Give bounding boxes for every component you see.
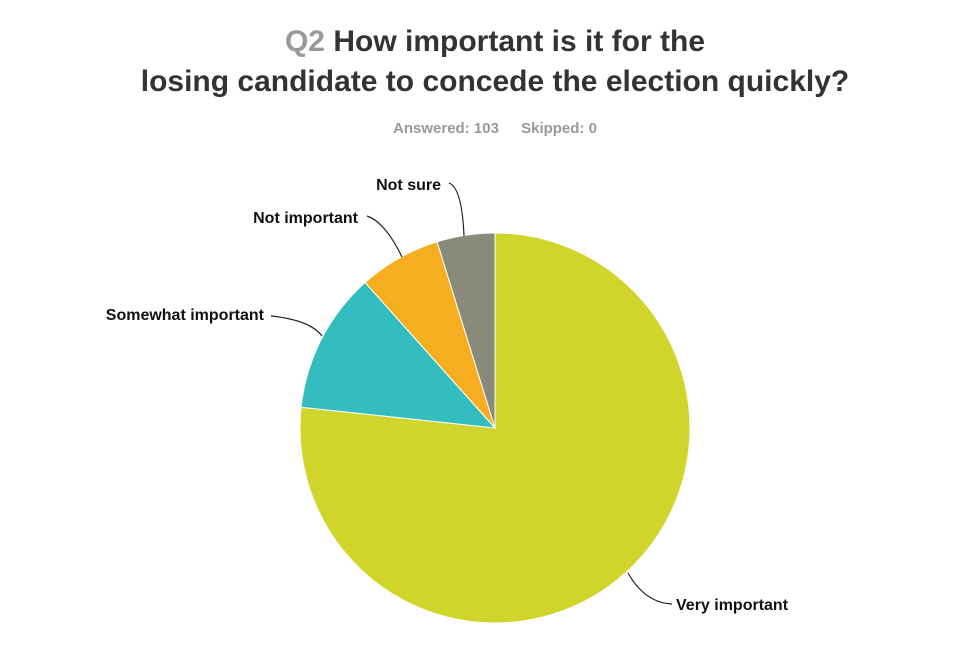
leader-line-somewhat-important: [270, 315, 323, 337]
pie-slice-very-important: [299, 232, 691, 624]
title-line-2: losing candidate to concede the election…: [140, 65, 850, 98]
title-line-1: Q2 How important is it for the: [0, 22, 956, 62]
leader-line-not-important: [366, 215, 403, 258]
pie-slice-somewhat-important: [300, 281, 497, 429]
leader-line-very-important: [627, 572, 673, 605]
slice-label-very-important: Very important: [676, 597, 789, 614]
skipped-count: Skipped: 0: [521, 120, 597, 137]
response-stats: Answered: 103 Skipped: 0: [0, 120, 956, 137]
question-number: Q2: [284, 25, 325, 58]
slice-label-not-sure: Not sure: [376, 177, 441, 194]
leader-line-not-sure: [448, 182, 465, 237]
slice-label-somewhat-important: Somewhat important: [106, 307, 265, 324]
pie-slice-not-sure: [436, 232, 496, 429]
slice-label-not-important: Not important: [253, 210, 359, 227]
answered-count: Answered: 103: [393, 120, 499, 137]
question-text-1: How important is it for the: [333, 25, 706, 58]
question-title: Q2 How important is it for the losing ca…: [0, 22, 956, 102]
